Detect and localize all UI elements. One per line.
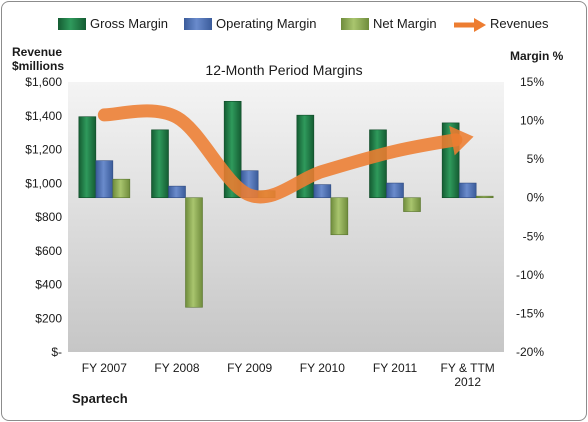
left-tick-label: $1,400 (25, 109, 62, 123)
left-tick-label: $1,000 (25, 176, 62, 190)
bar-operating-margin-6 (458, 182, 477, 199)
right-tick-label: -15% (516, 306, 544, 320)
chart-legend: Gross Margin Operating Margin Net Margin… (58, 16, 549, 32)
category-label-3: FY 2009 (227, 361, 272, 375)
bar-operating-margin-1 (95, 160, 114, 199)
bar-net-margin-4 (330, 197, 349, 236)
right-tick-label: 5% (527, 152, 545, 166)
bar-gross-margin-1 (78, 116, 97, 199)
left-tick-label: $1,200 (25, 143, 62, 157)
left-tick-label: $600 (35, 244, 62, 258)
category-labels: FY 2007 FY 2008 FY 2009 FY 2010 FY 2011 FY & … (82, 361, 495, 389)
legend-swatch-net-margin (341, 18, 369, 30)
bar-net-margin-1 (112, 178, 131, 199)
bar-gross-margin-2 (151, 129, 169, 199)
category-label-6: 2012 (454, 375, 481, 389)
revenue-line-layer (97, 104, 474, 204)
left-tick-label: $400 (35, 278, 62, 292)
company-name: Spartech (72, 391, 128, 406)
bar-net-margin-2 (185, 197, 203, 308)
left-axis-title-line1: Revenue (12, 45, 62, 59)
right-tick-label: -10% (516, 268, 544, 282)
left-tick-label: $200 (35, 311, 62, 325)
category-label-4: FY 2010 (300, 361, 345, 375)
legend-label-revenues: Revenues (490, 16, 549, 31)
right-tick-label: 10% (520, 114, 544, 128)
bar-operating-margin-2 (168, 185, 186, 199)
left-tick-label: $800 (35, 210, 62, 224)
right-tick-label: -5% (523, 229, 545, 243)
bar-operating-margin-5 (386, 182, 404, 199)
right-axis-ticks: 15% 10% 5% 0% -5% -10% -15% -20% (516, 75, 544, 359)
bar-net-margin-6 (475, 195, 494, 199)
right-tick-label: 15% (520, 75, 544, 89)
category-label-2: FY 2008 (154, 361, 199, 375)
revenue-line (97, 104, 463, 204)
legend-swatch-gross-margin (58, 18, 86, 30)
bar-net-margin-5 (403, 197, 421, 212)
right-axis-title: Margin % (510, 49, 564, 63)
category-label-1: FY 2007 (82, 361, 127, 375)
left-tick-label: $- (51, 345, 62, 359)
legend-swatch-operating-margin (184, 18, 212, 30)
left-axis-ticks: $1,600 $1,400 $1,200 $1,000 $800 $600 $400 $200… (25, 75, 62, 359)
revenue-arrowhead (449, 125, 474, 156)
legend-label-operating-margin: Operating Margin (216, 16, 316, 31)
category-label-6: FY & TTM (441, 361, 495, 375)
chart-title: 12-Month Period Margins (205, 62, 362, 78)
category-label-5: FY 2011 (373, 361, 418, 375)
right-tick-label: -20% (516, 345, 544, 359)
plot-area (68, 82, 504, 352)
legend-label-net-margin: Net Margin (373, 16, 437, 31)
legend-arrow-revenues (474, 18, 486, 32)
right-tick-label: 0% (527, 191, 545, 205)
left-tick-label: $1,600 (25, 75, 62, 89)
bar-operating-margin-4 (313, 184, 332, 199)
legend-label-gross-margin: Gross Margin (90, 16, 168, 31)
left-axis-title-line2: $millions (12, 59, 64, 73)
